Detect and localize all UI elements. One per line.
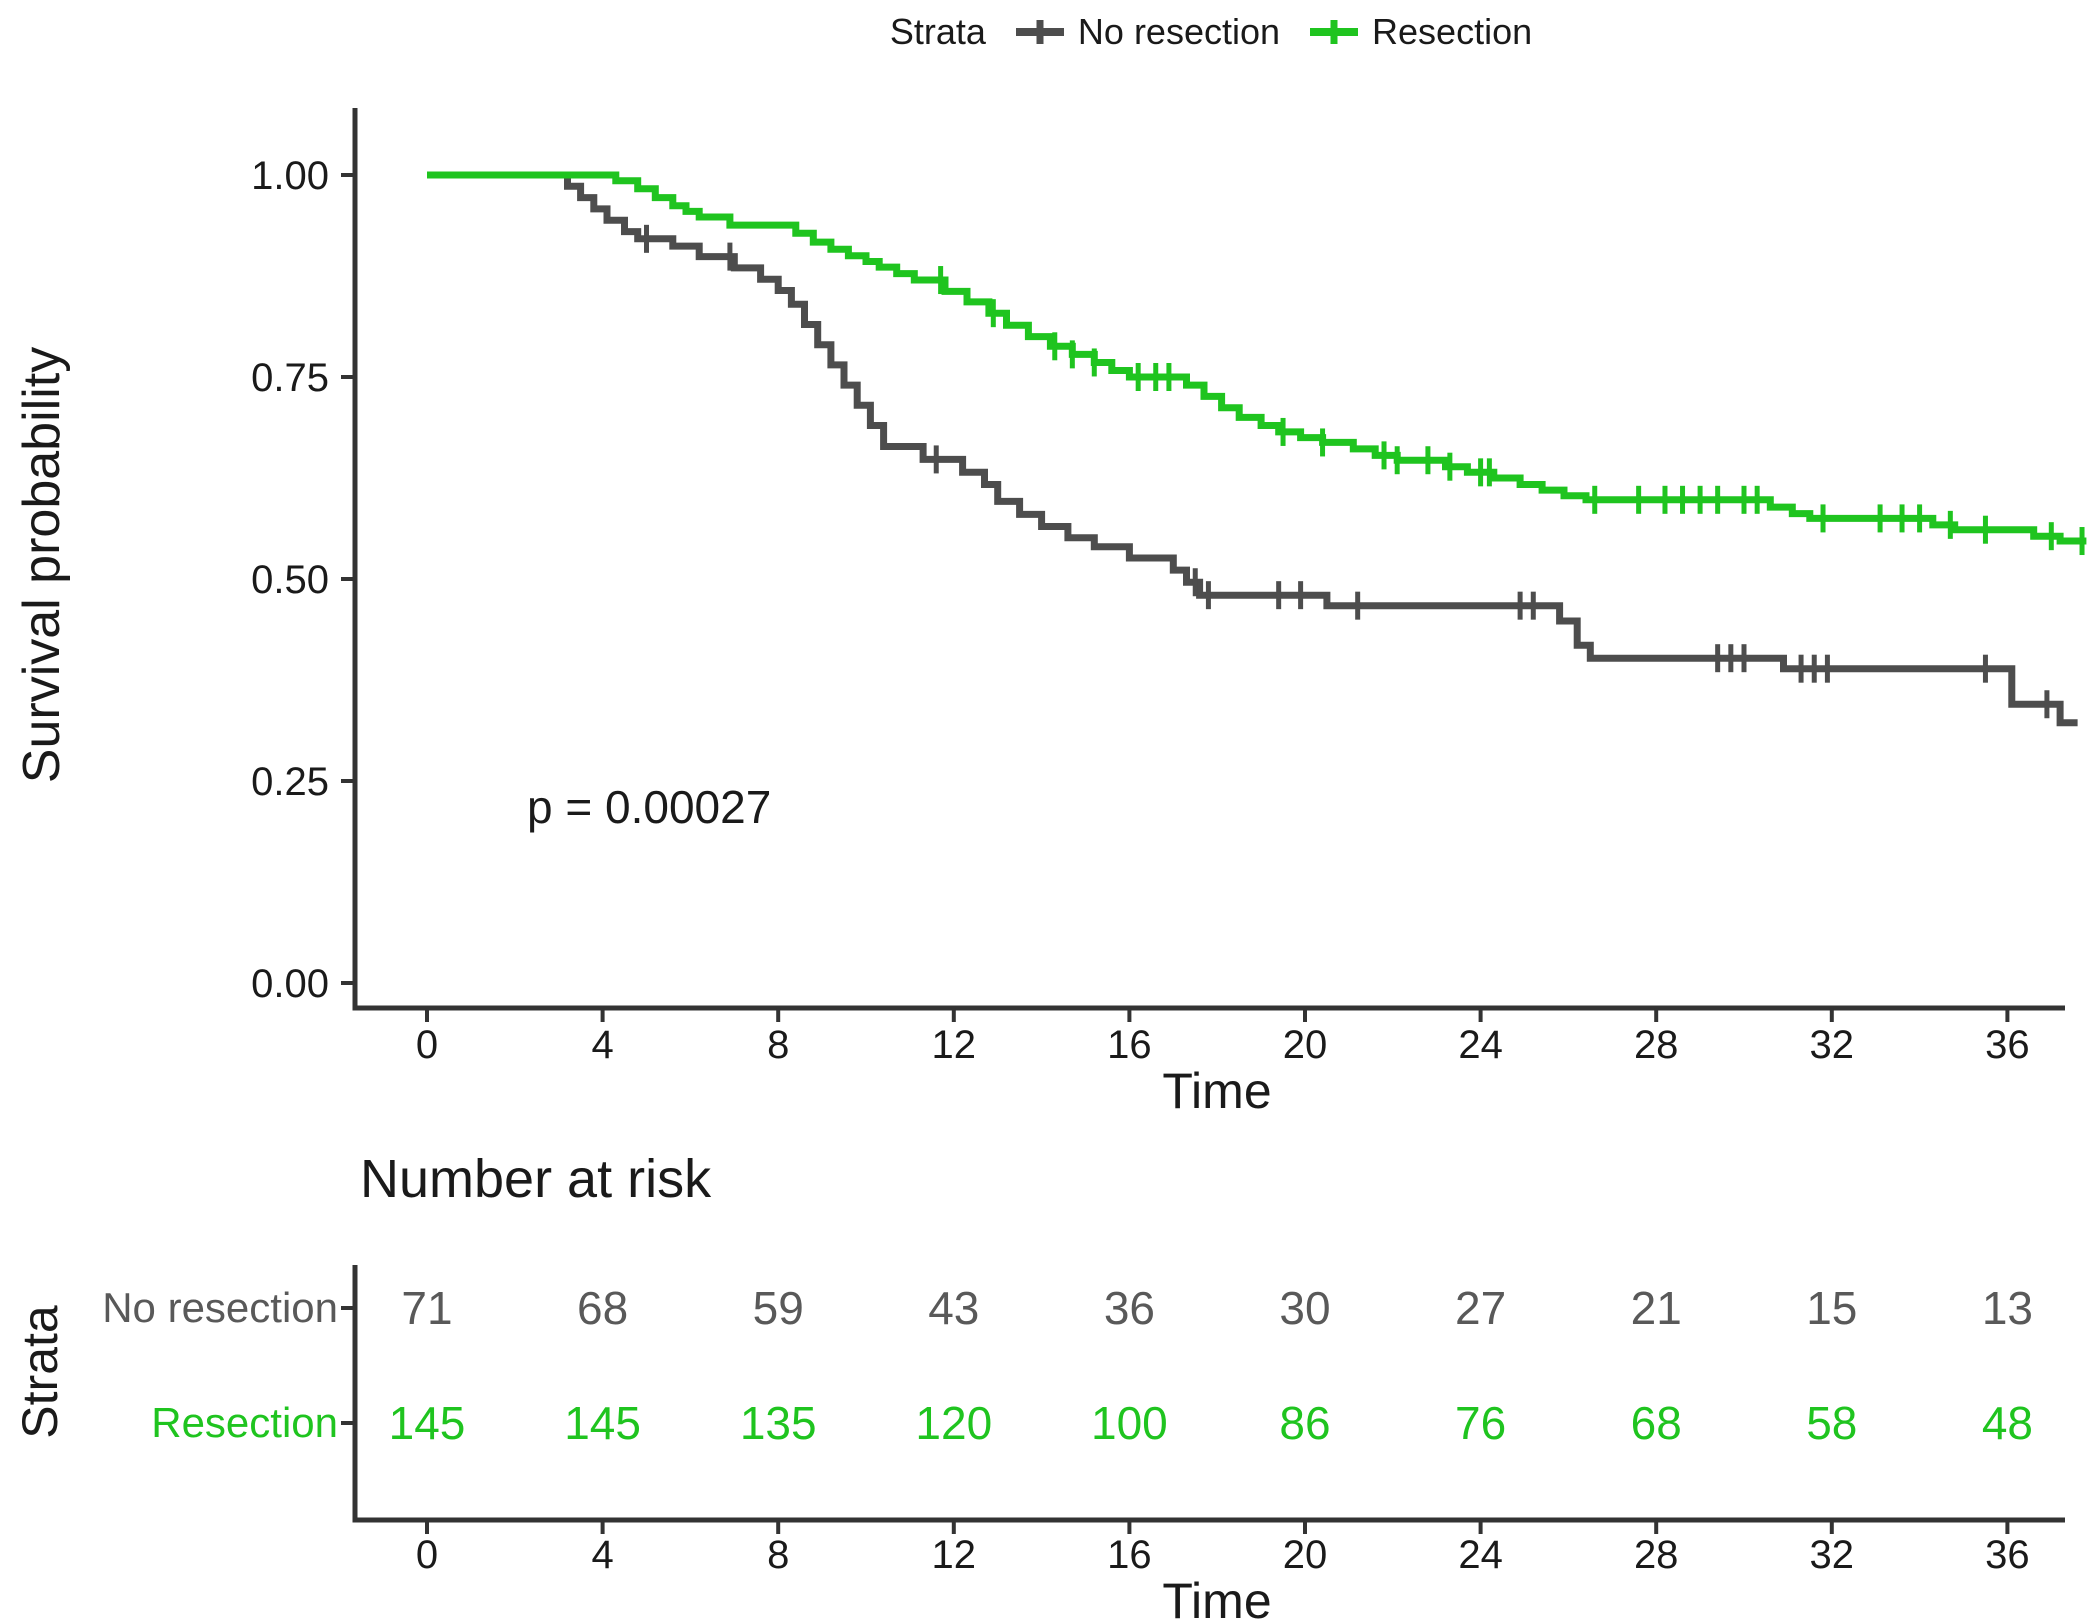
y-tick-label: 0.75 xyxy=(251,356,329,400)
legend-label-no-resection: No resection xyxy=(1077,11,1281,52)
risk-count: 71 xyxy=(401,1282,452,1334)
x-tick-label: 0 xyxy=(416,1023,438,1067)
risk-count: 68 xyxy=(1631,1397,1682,1449)
risk-x-tick-label: 12 xyxy=(932,1533,977,1577)
x-tick-label: 28 xyxy=(1634,1023,1679,1067)
legend-item-no-resection: No resection xyxy=(1012,11,1280,53)
risk-row-label-no-resection: No resection xyxy=(102,1284,338,1331)
risk-x-tick-label: 8 xyxy=(767,1533,789,1577)
y-tick-label: 1.00 xyxy=(251,154,329,198)
risk-count: 86 xyxy=(1279,1397,1330,1449)
risk-count: 21 xyxy=(1631,1282,1682,1334)
risk-count: 43 xyxy=(928,1282,979,1334)
x-axis-title: Time xyxy=(1162,1063,1272,1119)
km-curve-no-resection xyxy=(427,171,2078,727)
risk-count: 145 xyxy=(564,1397,641,1449)
risk-count: 48 xyxy=(1982,1397,2033,1449)
plus-marker-icon xyxy=(1015,20,1064,44)
risk-x-tick-label: 24 xyxy=(1458,1533,1503,1577)
legend-label-resection: Resection xyxy=(1372,11,1533,52)
y-axis-title: Survival probability xyxy=(13,346,71,784)
p-value-annotation: p = 0.00027 xyxy=(527,781,772,833)
risk-x-tick-label: 20 xyxy=(1283,1533,1328,1577)
risk-x-tick-label: 32 xyxy=(1810,1533,1855,1577)
risk-count: 59 xyxy=(753,1282,804,1334)
legend-item-resection: Resection xyxy=(1306,11,1532,53)
risk-count: 30 xyxy=(1279,1282,1330,1334)
x-tick-label: 32 xyxy=(1810,1023,1855,1067)
plus-marker-icon xyxy=(1310,20,1359,44)
risk-count: 120 xyxy=(915,1397,992,1449)
x-tick-label: 36 xyxy=(1985,1023,2030,1067)
y-tick-label: 0.50 xyxy=(251,558,329,602)
x-tick-label: 16 xyxy=(1107,1023,1152,1067)
x-tick-label: 8 xyxy=(767,1023,789,1067)
risk-x-tick-label: 4 xyxy=(591,1533,613,1577)
risk-x-tick-label: 28 xyxy=(1634,1533,1679,1577)
risk-count: 27 xyxy=(1455,1282,1506,1334)
risk-row-label-resection: Resection xyxy=(151,1399,338,1446)
legend-title: Strata xyxy=(889,11,986,52)
y-tick-label: 0.00 xyxy=(251,962,329,1006)
risk-x-tick-label: 36 xyxy=(1985,1533,2030,1577)
km-curve-resection xyxy=(427,171,2087,545)
risk-x-tick-label: 0 xyxy=(416,1533,438,1577)
risk-table-axes xyxy=(352,1265,2065,1523)
risk-count: 68 xyxy=(577,1282,628,1334)
risk-count: 76 xyxy=(1455,1397,1506,1449)
y-tick-label: 0.25 xyxy=(251,760,329,804)
risk-count: 100 xyxy=(1091,1397,1168,1449)
legend: Strata No resection Resection xyxy=(355,6,2067,58)
risk-count: 145 xyxy=(389,1397,466,1449)
risk-table-x-axis-title: Time xyxy=(1162,1573,1272,1624)
risk-count: 15 xyxy=(1806,1282,1857,1334)
risk-count: 135 xyxy=(740,1397,817,1449)
risk-count: 13 xyxy=(1982,1282,2033,1334)
risk-x-tick-label: 16 xyxy=(1107,1533,1152,1577)
x-tick-label: 20 xyxy=(1283,1023,1328,1067)
x-tick-label: 24 xyxy=(1458,1023,1503,1067)
main-plot-axes xyxy=(352,108,2065,1011)
x-tick-label: 12 xyxy=(932,1023,977,1067)
risk-count: 36 xyxy=(1104,1282,1155,1334)
risk-table-title: Number at risk xyxy=(360,1149,712,1209)
risk-count: 58 xyxy=(1806,1397,1857,1449)
x-tick-label: 4 xyxy=(591,1023,613,1067)
